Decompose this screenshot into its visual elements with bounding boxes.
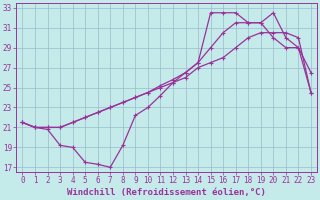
X-axis label: Windchill (Refroidissement éolien,°C): Windchill (Refroidissement éolien,°C)	[67, 188, 266, 197]
